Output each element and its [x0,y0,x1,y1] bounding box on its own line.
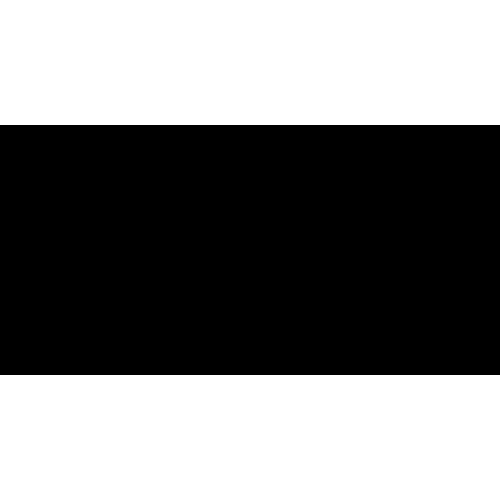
black-rectangle [0,125,500,375]
